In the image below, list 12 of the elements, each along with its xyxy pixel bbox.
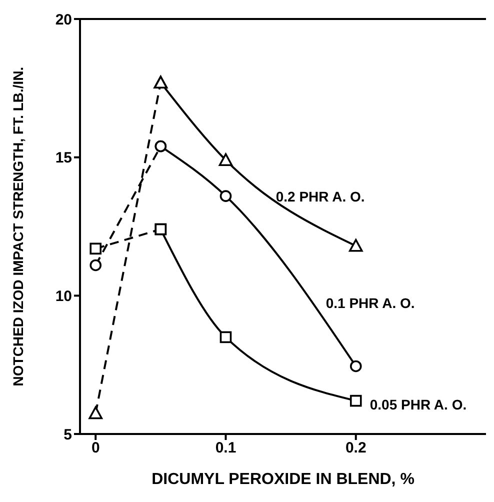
y-tick-label: 15: [55, 150, 72, 167]
x-tick-label: 0: [91, 440, 100, 457]
y-tick-label: 10: [55, 288, 72, 305]
y-tick-label: 20: [55, 11, 72, 28]
x-tick-label: 0.1: [215, 440, 236, 457]
x-axis-title: DICUMYL PEROXIDE IN BLEND, %: [152, 471, 414, 488]
series-label: 0.1 PHR A. O.: [326, 294, 415, 311]
y-axis-title: NOTCHED IZOD IMPACT STRENGTH, FT. LB./IN.: [10, 66, 26, 386]
x-tick-label: 0.2: [345, 440, 366, 457]
series-label: 0.05 PHR A. O.: [370, 396, 467, 413]
y-tick-label: 5: [64, 426, 72, 444]
series-label: 0.2 PHR A. O.: [276, 188, 365, 205]
